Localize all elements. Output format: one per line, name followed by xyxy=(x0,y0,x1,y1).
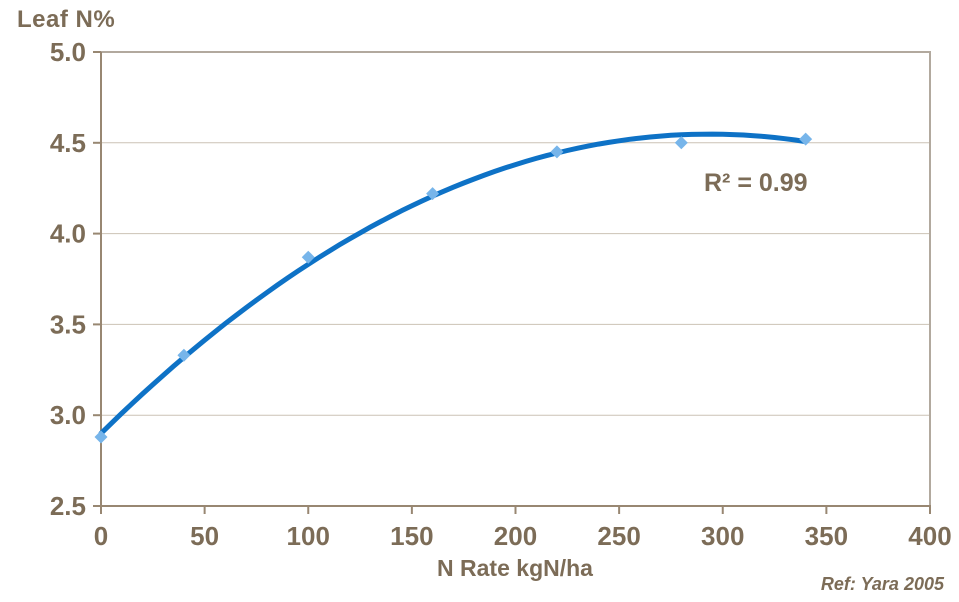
x-tick-label: 350 xyxy=(805,521,848,551)
y-tick-label: 4.5 xyxy=(50,128,86,158)
x-tick-label: 200 xyxy=(494,521,537,551)
trend-line xyxy=(98,131,809,436)
data-point-marker xyxy=(426,187,440,201)
data-point-marker xyxy=(550,145,564,159)
data-point-marker xyxy=(301,250,315,264)
y-tick-label: 5.0 xyxy=(50,37,86,67)
y-tick-label: 2.5 xyxy=(50,491,86,521)
y-tick-label: 3.0 xyxy=(50,400,86,430)
x-tick-label: 100 xyxy=(287,521,330,551)
data-point-marker xyxy=(177,348,191,362)
data-point-marker xyxy=(94,430,108,444)
y-axis-title: Leaf N% xyxy=(17,6,116,33)
x-tick-label: 0 xyxy=(94,521,108,551)
x-axis-title: N Rate kgN/ha xyxy=(437,555,593,581)
y-tick-label: 3.5 xyxy=(50,309,86,339)
data-point-marker xyxy=(674,136,688,150)
x-tick-label: 250 xyxy=(597,521,640,551)
x-tick-label: 50 xyxy=(190,521,219,551)
x-tick-label: 150 xyxy=(390,521,433,551)
data-point-marker xyxy=(799,132,813,146)
y-tick-label: 4.0 xyxy=(50,219,86,249)
x-tick-label: 400 xyxy=(908,521,951,551)
r-squared-annotation: R² = 0.99 xyxy=(704,169,808,197)
x-tick-label: 300 xyxy=(701,521,744,551)
reference-annotation: Ref: Yara 2005 xyxy=(820,574,944,594)
